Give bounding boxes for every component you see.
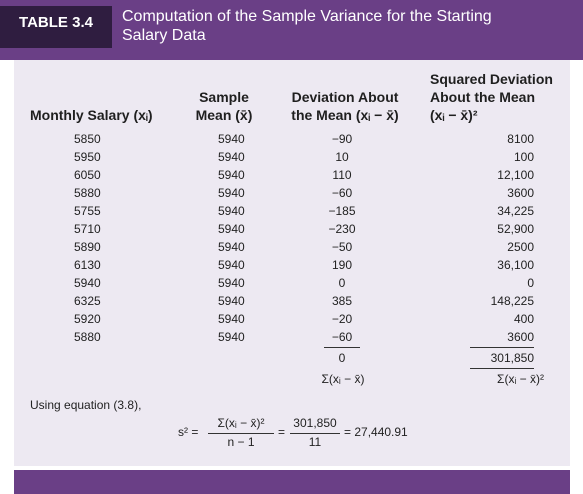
mean-cell: 5940 — [218, 168, 245, 182]
squared-deviation-total: 301,850 — [490, 351, 534, 365]
deviation-header-line2: the Mean (xᵢ − x̄) — [291, 107, 399, 123]
squared-deviation-cell: 100 — [513, 150, 534, 164]
squared-total-rule — [470, 347, 534, 348]
squared-header-line3: (xᵢ − x̄)² — [430, 107, 478, 123]
table-title-line2: Salary Data — [122, 27, 206, 44]
mean-header-line1: Sample — [199, 89, 249, 105]
mean-cell: 5940 — [218, 186, 245, 200]
salary-cell: 5880 — [74, 186, 101, 200]
deviation-cell: −60 — [331, 330, 353, 344]
table-number-label: TABLE 3.4 — [0, 6, 112, 48]
squared-deviation-cell: 3600 — [507, 186, 534, 200]
mean-cell: 5940 — [218, 150, 245, 164]
salary-cell: 5710 — [74, 222, 101, 236]
salary-cell: 5950 — [74, 150, 101, 164]
mean-cell: 5940 — [218, 294, 245, 308]
salary-cell: 5880 — [74, 330, 101, 344]
squared-deviation-cell: 36,100 — [497, 258, 534, 272]
deviation-cell: 10 — [335, 150, 349, 164]
squared-deviation-cell: 0 — [527, 276, 534, 290]
deviation-total-rule — [324, 347, 360, 348]
salary-cell: 5850 — [74, 132, 101, 146]
fraction1-bar — [208, 433, 274, 434]
salary-cell: 5755 — [74, 204, 101, 218]
deviation-cell: −90 — [331, 132, 353, 146]
equation-equals: = — [278, 425, 286, 439]
deviation-cell: 0 — [338, 276, 346, 290]
deviation-column-header: Deviation About the Mean (xᵢ − x̄) — [280, 88, 410, 124]
squared-deviation-cell: 12,100 — [497, 168, 534, 182]
deviation-header-line1: Deviation About — [291, 89, 399, 105]
equation-result: = 27,440.91 — [344, 425, 408, 439]
deviation-cell: −185 — [328, 204, 356, 218]
salary-cell: 5920 — [74, 312, 101, 326]
salary-cell: 6130 — [74, 258, 101, 272]
squared-total-underline — [470, 368, 534, 369]
deviation-cell: 190 — [331, 258, 353, 272]
squared-deviation-cell: 52,900 — [497, 222, 534, 236]
squared-header-line1: Squared Deviation — [430, 71, 553, 87]
salary-cell: 6050 — [74, 168, 101, 182]
fraction1-denominator: n − 1 — [227, 435, 255, 449]
salary-cell: 5940 — [74, 276, 101, 290]
mean-header-line2: Mean (x̄) — [195, 107, 253, 123]
squared-deviation-cell: 2500 — [507, 240, 534, 254]
squared-deviation-column-header: Squared Deviation About the Mean (xᵢ − x… — [430, 70, 570, 124]
table-footer-bar — [14, 470, 570, 494]
mean-cell: 5940 — [218, 132, 245, 146]
squared-deviation-cell: 8100 — [507, 132, 534, 146]
fraction2-numerator: 301,850 — [293, 416, 337, 430]
mean-cell: 5940 — [218, 222, 245, 236]
mean-cell: 5940 — [218, 204, 245, 218]
mean-cell: 5940 — [218, 330, 245, 344]
equation-intro: Using equation (3.8), — [30, 398, 142, 412]
squared-sum-label: Σ(xᵢ − x̄)² — [497, 372, 544, 386]
salary-column-header: Monthly Salary (xᵢ) — [30, 107, 153, 123]
deviation-cell: 110 — [332, 168, 352, 182]
table-title-line1: Computation of the Sample Variance for t… — [122, 8, 492, 25]
fraction2-bar — [290, 433, 340, 434]
squared-deviation-cell: 400 — [513, 312, 534, 326]
deviation-cell: −50 — [331, 240, 353, 254]
fraction1-numerator: Σ(xᵢ − x̄)² — [217, 416, 265, 430]
equation-lhs: s² = — [178, 425, 199, 439]
squared-deviation-cell: 148,225 — [490, 294, 534, 308]
table-title: Computation of the Sample Variance for t… — [122, 7, 542, 45]
deviation-cell: 385 — [331, 294, 353, 308]
table-panel: Monthly Salary (xᵢ) Sample Mean (x̄) Dev… — [14, 60, 570, 466]
deviation-cell: −230 — [328, 222, 356, 236]
mean-cell: 5940 — [218, 312, 245, 326]
mean-cell: 5940 — [218, 240, 245, 254]
deviation-sum-label: Σ(xᵢ − x̄) — [321, 372, 365, 386]
deviation-total: 0 — [338, 351, 346, 365]
deviation-cell: −60 — [331, 186, 353, 200]
mean-cell: 5940 — [218, 276, 245, 290]
squared-deviation-cell: 34,225 — [497, 204, 534, 218]
table-header-bar: TABLE 3.4 Computation of the Sample Vari… — [0, 0, 583, 60]
fraction2-denominator: 11 — [308, 435, 322, 449]
squared-deviation-cell: 3600 — [507, 330, 534, 344]
salary-cell: 6325 — [74, 294, 101, 308]
mean-column-header: Sample Mean (x̄) — [184, 88, 264, 124]
mean-cell: 5940 — [218, 258, 245, 272]
deviation-cell: −20 — [331, 312, 353, 326]
squared-header-line2: About the Mean — [430, 89, 535, 105]
salary-cell: 5890 — [74, 240, 101, 254]
